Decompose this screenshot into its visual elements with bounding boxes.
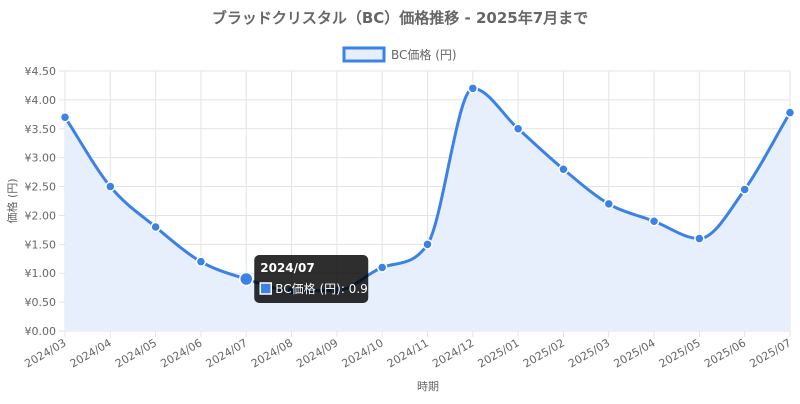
series-area-fill: [65, 88, 790, 331]
tooltip-title: 2024/07: [260, 261, 314, 275]
x-tick-label: 2024/11: [385, 336, 431, 370]
data-point[interactable]: [467, 83, 479, 94]
y-axis-ticks: ¥0.00 ¥0.50 ¥1.00 ¥1.50 ¥2.00 ¥2.50 ¥3.00 ¥3.50…: [25, 65, 57, 338]
y-tick-label: ¥1.50: [25, 238, 57, 251]
x-tick-label: 2025/07: [747, 336, 793, 370]
y-tick-label: ¥4.50: [25, 65, 57, 78]
legend[interactable]: BC価格 (円): [342, 46, 457, 63]
x-axis-title: 時期: [417, 380, 439, 393]
tooltip: 2024/07 BC価格 (円): 0.9: [254, 255, 369, 303]
chart-title: ブラッドクリスタル（BC）価格推移 - 2025年7月まで: [212, 9, 588, 27]
y-tick-label: ¥1.00: [25, 267, 57, 280]
y-axis-title: 価格 (円): [5, 178, 19, 223]
legend-swatch[interactable]: [342, 46, 386, 63]
x-tick-label: 2024/07: [204, 336, 250, 370]
data-point[interactable]: [422, 239, 433, 250]
x-tick-label: 2024/08: [249, 336, 295, 370]
x-tick-label: 2024/03: [22, 336, 68, 370]
data-point[interactable]: [376, 262, 388, 273]
x-tick-label: 2024/04: [68, 336, 114, 370]
x-axis-ticks: 2024/03 2024/04 2024/05 2024/06 2024/07 2024/…: [22, 336, 793, 370]
y-tick-label: ¥2.00: [25, 209, 57, 222]
tooltip-label: BC価格 (円): 0.9: [275, 281, 368, 296]
y-tick-label: ¥3.00: [25, 152, 57, 165]
tooltip-box: [254, 255, 369, 303]
data-point[interactable]: [603, 198, 614, 210]
data-point[interactable]: [150, 221, 161, 233]
x-tick-label: 2024/12: [430, 336, 476, 370]
data-point[interactable]: [648, 215, 660, 227]
x-tick-label: 2025/01: [476, 336, 522, 370]
data-point[interactable]: [239, 271, 254, 287]
legend-label[interactable]: BC価格 (円): [391, 47, 457, 62]
x-tick-label: 2024/10: [340, 336, 386, 370]
x-tick-label: 2025/04: [611, 336, 657, 370]
data-point[interactable]: [558, 163, 569, 175]
data-point[interactable]: [105, 181, 116, 192]
y-tick-label: ¥3.50: [25, 123, 57, 136]
x-tick-label: 2025/02: [521, 336, 567, 370]
y-tick-label: ¥4.00: [25, 94, 57, 107]
tooltip-swatch: [259, 282, 272, 295]
data-point[interactable]: [739, 184, 750, 195]
x-tick-label: 2025/05: [657, 336, 703, 370]
data-point[interactable]: [512, 123, 524, 135]
y-tick-label: ¥2.50: [25, 181, 57, 194]
x-tick-label: 2024/09: [294, 336, 340, 370]
y-tick-label: ¥0.00: [25, 325, 57, 338]
x-tick-label: 2025/03: [566, 336, 612, 370]
data-point[interactable]: [784, 107, 796, 118]
x-tick-label: 2024/06: [158, 336, 204, 370]
data-point[interactable]: [59, 111, 71, 123]
x-tick-label: 2025/06: [702, 336, 748, 370]
y-tick-label: ¥0.50: [25, 296, 57, 309]
x-tick-label: 2024/05: [113, 336, 159, 370]
data-point[interactable]: [195, 256, 207, 267]
data-point[interactable]: [694, 233, 705, 244]
series-line: [63, 86, 792, 293]
